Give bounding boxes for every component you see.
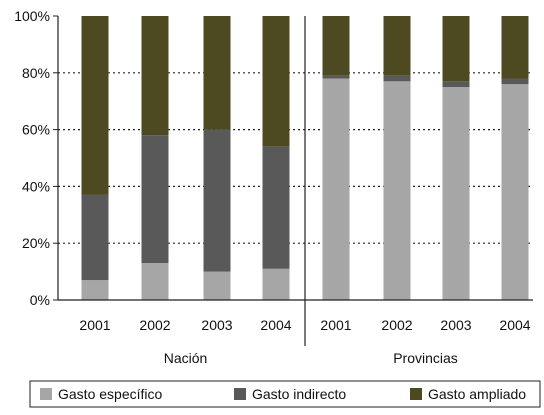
bar-segment <box>262 146 290 269</box>
bar-segment <box>442 81 470 87</box>
legend-swatch <box>234 388 246 400</box>
x-tick-label: 2002 <box>139 317 170 333</box>
legend-label: Gasto ampliado <box>428 386 526 402</box>
bar-segment <box>81 16 109 195</box>
legend-box <box>29 380 541 408</box>
y-tick-label: 60% <box>22 122 50 138</box>
y-tick-label: 100% <box>14 8 50 24</box>
legend-swatch <box>410 388 422 400</box>
bar-segment <box>262 268 290 300</box>
bar-segment <box>141 263 169 300</box>
bar-segment <box>141 135 169 264</box>
axes <box>53 15 533 346</box>
bar-segment <box>322 78 350 300</box>
bar-segment <box>141 16 169 136</box>
bars <box>81 16 529 300</box>
bar-segment <box>383 16 411 76</box>
bar-segment <box>203 271 231 300</box>
x-tick-label: 2001 <box>79 317 110 333</box>
x-tick-label: 2001 <box>320 317 351 333</box>
bar-segment <box>501 84 529 300</box>
bar-segment <box>442 16 470 82</box>
y-tick-label: 0% <box>30 292 50 308</box>
bar-segment <box>203 16 231 130</box>
bar-segment <box>81 194 109 281</box>
x-tick-label: 2002 <box>381 317 412 333</box>
bar-segment <box>442 87 470 300</box>
bar-segment <box>262 16 290 147</box>
legend: Gasto específico Gasto indirecto Gasto amp… <box>29 380 541 408</box>
bar-segment <box>383 75 411 82</box>
axis-labels: 0% 20% 40% 60% 80% 100% 2001 2002 2003 2004 Nación… <box>14 8 531 366</box>
legend-label: Gasto específico <box>58 386 162 402</box>
x-tick-label: 2004 <box>499 317 530 333</box>
bar-segment <box>322 75 350 79</box>
y-tick-label: 20% <box>22 235 50 251</box>
x-tick-label: 2003 <box>440 317 471 333</box>
bar-segment <box>501 78 529 85</box>
bar-segment <box>203 129 231 272</box>
bar-segment <box>81 280 109 300</box>
y-tick-label: 80% <box>22 65 50 81</box>
legend-swatch <box>40 388 52 400</box>
x-tick-label: 2003 <box>201 317 232 333</box>
group-label: Provincias <box>393 350 458 366</box>
legend-label: Gasto indirecto <box>252 386 346 402</box>
bar-segment <box>383 81 411 300</box>
bar-segment <box>501 16 529 79</box>
group-label: Nación <box>164 350 208 366</box>
x-tick-label: 2004 <box>260 317 291 333</box>
bar-segment <box>322 16 350 76</box>
y-tick-label: 40% <box>22 178 50 194</box>
